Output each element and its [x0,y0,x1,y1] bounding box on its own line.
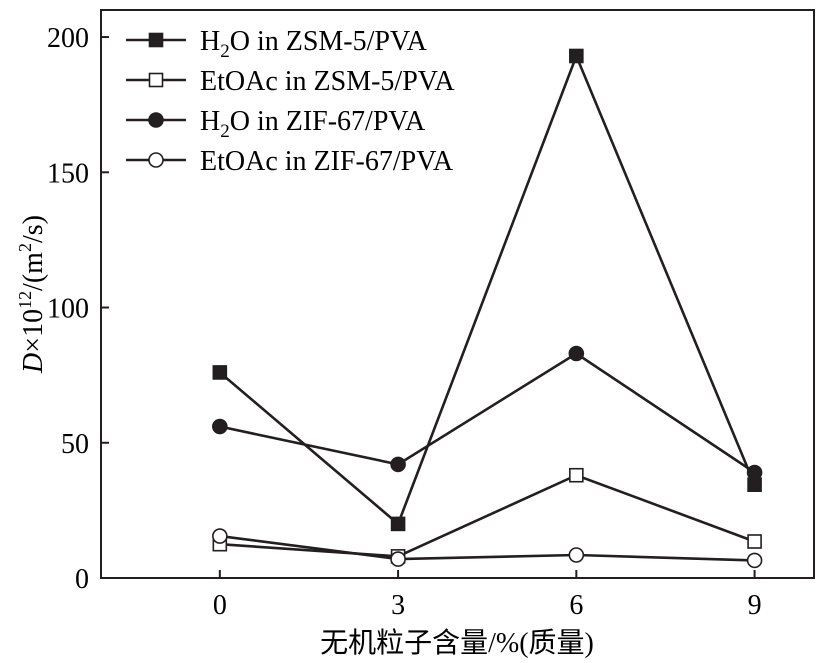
data-point [390,516,406,532]
y-tick-label: 50 [61,429,89,460]
data-point [746,552,763,569]
series-layer [212,48,763,569]
data-point [569,467,584,483]
series-4 [212,528,763,569]
x-tick-label: 6 [569,590,583,621]
series-line [219,534,755,562]
x-axis-title: 无机粒子含量/%(质量) [320,627,594,659]
y-axis-exponent: 12 [15,291,35,309]
y-tick-label: 150 [47,158,89,189]
y-axis-times: ×10 [18,309,49,353]
x-tick-label: 3 [391,590,405,621]
y-axis-unit-open: /(m [18,252,49,291]
data-point [390,551,406,567]
data-point [746,464,763,481]
x-tick-label: 0 [213,590,227,621]
legend-marker [148,72,164,88]
x-tick-label: 9 [748,590,762,621]
data-point [212,365,228,380]
series-2 [212,467,762,564]
y-axis-symbol: D [18,353,49,374]
tick-layer: 0 3 6 9 0 50 100 150 200 [47,23,762,621]
legend-label: H2O in ZIF-67/PVA [200,106,426,142]
data-point [568,345,585,362]
legend-item: EtOAc in ZSM-5/PVA [126,66,455,97]
series-line [219,351,756,474]
y-tick-label: 200 [47,23,89,54]
y-tick-label: 100 [47,294,89,325]
data-point [747,534,762,549]
y-tick-label: 0 [75,564,89,595]
legend: H2O in ZSM-5/PVA EtOAc in ZSM-5/PVA H2O in… [126,26,455,177]
legend-item: H2O in ZSM-5/PVA [126,26,428,62]
data-point [569,48,584,64]
plot-area: 0 3 6 9 0 50 100 150 200 [47,9,815,621]
data-point [568,547,585,563]
legend-item: H2O in ZIF-67/PVA [126,106,426,142]
data-point [390,456,406,473]
legend-label: EtOAc in ZSM-5/PVA [200,66,455,97]
legend-label: EtOAc in ZIF-67/PVA [200,146,454,177]
legend-label: H2O in ZSM-5/PVA [200,26,428,62]
series-3 [212,345,763,481]
y-axis-unit-exponent: 2 [15,243,35,252]
legend-item: EtOAc in ZIF-67/PVA [126,146,454,177]
legend-marker [148,32,164,48]
legend-marker [148,152,164,168]
data-point [212,418,228,435]
legend-marker [148,112,164,128]
series-line [219,473,756,558]
y-axis-unit-close: /s) [18,215,49,243]
series-line [218,52,756,527]
y-axis-title: D×1012/(m2/s) [15,215,49,374]
plot-frame [100,9,815,579]
data-point [212,528,228,544]
